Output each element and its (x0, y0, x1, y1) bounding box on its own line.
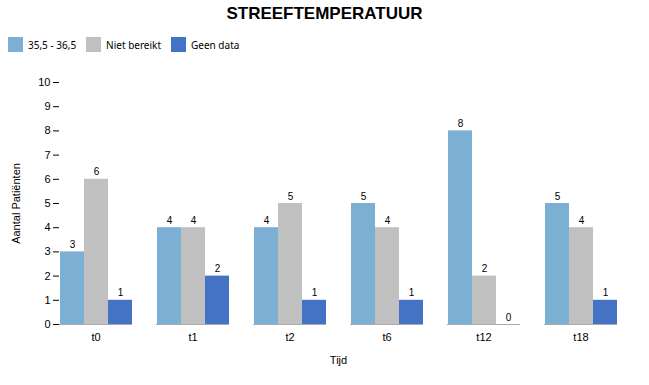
svg-text:5: 5 (44, 197, 50, 209)
svg-text:3: 3 (70, 239, 76, 250)
svg-text:1: 1 (44, 294, 50, 306)
svg-text:4: 4 (191, 215, 197, 226)
svg-text:1: 1 (603, 287, 609, 298)
svg-text:t2: t2 (285, 331, 294, 343)
svg-text:t18: t18 (573, 331, 588, 343)
svg-text:6: 6 (44, 173, 50, 185)
svg-text:t0: t0 (91, 331, 100, 343)
html-text:35,5 - 36,5: 35,5 - 36,5 (28, 37, 77, 52)
svg-text:4: 4 (264, 215, 270, 226)
svg-text:t6: t6 (382, 331, 391, 343)
svg-text:2: 2 (482, 263, 488, 274)
svg-text:0: 0 (44, 318, 50, 330)
html-text:Niet bereikt: Niet bereikt (106, 37, 161, 52)
svg-text:5: 5 (288, 191, 294, 202)
svg-text:5: 5 (555, 191, 561, 202)
svg-text:2: 2 (44, 270, 50, 282)
svg-text:7: 7 (44, 149, 50, 161)
svg-text:4: 4 (385, 215, 391, 226)
svg-text:9: 9 (44, 100, 50, 112)
svg-text:6: 6 (94, 166, 100, 177)
svg-text:0: 0 (506, 312, 512, 323)
svg-text:4: 4 (167, 215, 173, 226)
html-text:STREEFTEMPERATUUR: STREEFTEMPERATUUR (226, 4, 423, 23)
html-text:Geen data: Geen data (191, 37, 240, 52)
svg-text:Aantal Patiënten: Aantal Patiënten (10, 163, 22, 244)
svg-text:10: 10 (38, 76, 50, 88)
svg-text:1: 1 (118, 287, 124, 298)
svg-text:t12: t12 (476, 331, 491, 343)
svg-text:1: 1 (409, 287, 415, 298)
svg-text:4: 4 (44, 221, 50, 233)
svg-text:4: 4 (579, 215, 585, 226)
svg-text:8: 8 (44, 124, 50, 136)
svg-text:5: 5 (361, 191, 367, 202)
svg-text:t1: t1 (188, 331, 197, 343)
svg-text:2: 2 (215, 263, 221, 274)
svg-text:Tijd: Tijd (330, 354, 347, 366)
svg-text:3: 3 (44, 245, 50, 257)
svg-text:8: 8 (458, 118, 464, 129)
svg-text:1: 1 (312, 287, 318, 298)
